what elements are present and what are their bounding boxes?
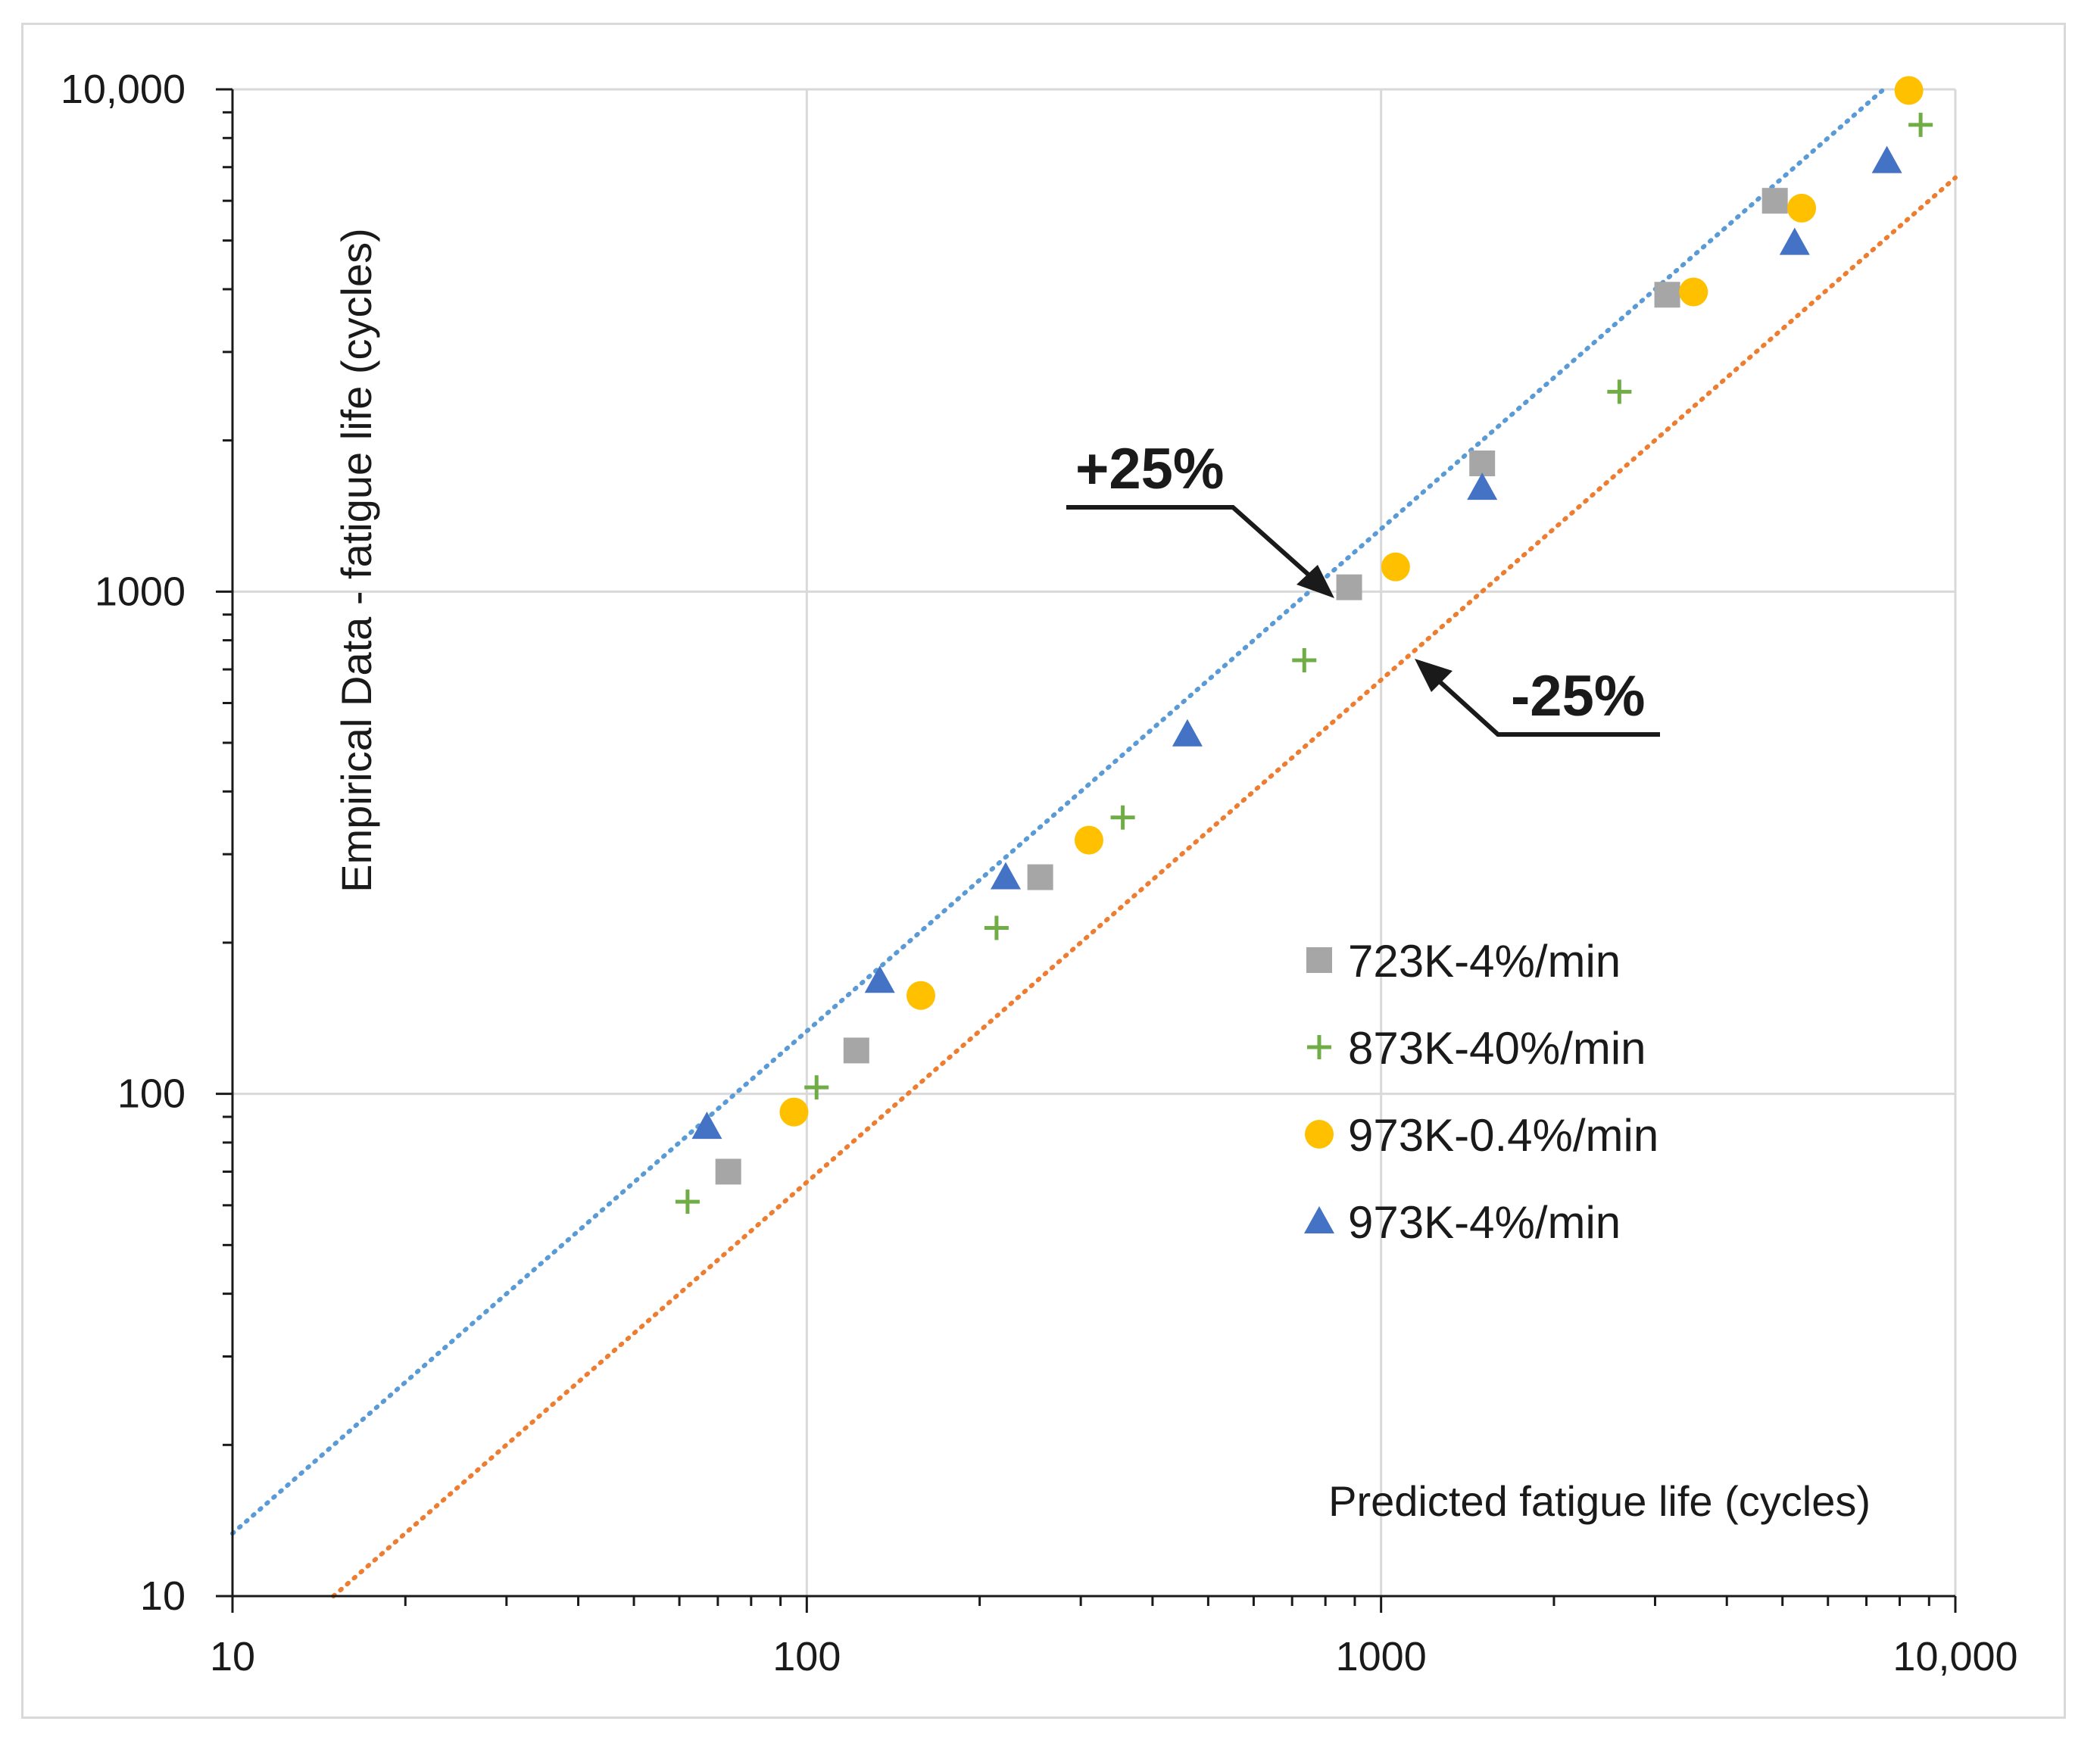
data-point-circle [906, 981, 935, 1010]
legend-marker-triangle [1304, 1206, 1334, 1233]
axes [231, 89, 1955, 1598]
minus-25-arrowhead [1415, 659, 1453, 692]
plus-25-arrowhead [1297, 565, 1334, 598]
legend-marker-plus [1307, 1035, 1331, 1059]
legend-marker-square [1306, 947, 1332, 973]
x-tick-label: 10,000 [1892, 1634, 2017, 1679]
data-point-square [1336, 574, 1362, 600]
x-axis-title: Predicted fatigue life (cycles) [1328, 1477, 1871, 1525]
data-point-triangle [1871, 145, 1902, 173]
plus-25-arrow-line [1066, 505, 1318, 584]
legend-label: 873K-40%/min [1348, 1023, 1646, 1074]
data-point-plus [984, 915, 1009, 940]
data-points [675, 76, 1933, 1214]
legend-marker-circle [1305, 1120, 1334, 1149]
legend-label: 723K-4%/min [1348, 936, 1621, 987]
data-point-circle [1074, 825, 1103, 855]
y-tick-label: 10 [140, 1573, 186, 1619]
data-point-square [843, 1037, 869, 1064]
data-point-square [715, 1158, 741, 1185]
data-point-square [1469, 451, 1496, 477]
data-point-triangle [1467, 472, 1498, 500]
data-point-plus [1110, 805, 1135, 830]
x-tick-label: 100 [772, 1634, 841, 1679]
data-point-square [1027, 864, 1053, 890]
tick-labels: 10 100 1000 10,000 10 100 1000 10,000 [61, 67, 2018, 1679]
data-point-plus [1908, 112, 1933, 137]
data-point-plus [804, 1075, 829, 1100]
data-point-plus [1607, 379, 1632, 404]
minus-25-label: -25% [1511, 664, 1645, 728]
data-point-circle [779, 1097, 809, 1127]
x-tick-label: 10 [210, 1634, 255, 1679]
minus-25-arrow-line [1431, 673, 1660, 737]
legend-label: 973K-4%/min [1348, 1197, 1621, 1248]
data-point-plus [675, 1190, 700, 1214]
data-point-circle [1381, 552, 1410, 582]
data-point-triangle [1779, 227, 1810, 255]
gridlines [232, 88, 1957, 1596]
plus-25-line [230, 87, 1886, 1536]
plus-25-label: +25% [1075, 437, 1225, 501]
data-point-circle [1894, 76, 1924, 105]
y-tick-label: 10,000 [61, 67, 186, 112]
data-point-plus [1292, 647, 1317, 672]
data-point-triangle [1172, 719, 1203, 747]
minus-25-annotation: -25% [1415, 659, 1660, 737]
y-tick-label: 100 [117, 1071, 186, 1117]
data-point-triangle [864, 965, 895, 993]
y-tick-label: 1000 [95, 569, 186, 614]
plus-25-annotation: +25% [1066, 437, 1334, 598]
data-point-triangle [990, 862, 1021, 890]
data-point-square [1761, 188, 1788, 214]
ticks [216, 88, 1957, 1613]
data-point-triangle [691, 1112, 722, 1140]
legend: 723K-4%/min 873K-40%/min 973K-0.4%/min 973K… [1304, 936, 1658, 1248]
data-point-circle [1787, 193, 1817, 223]
x-tick-label: 1000 [1336, 1634, 1427, 1679]
data-point-circle [1679, 277, 1708, 307]
legend-label: 973K-0.4%/min [1348, 1110, 1658, 1161]
y-axis-title: Empirical Data - fatigue life (cycles) [332, 228, 380, 893]
data-point-square [1654, 282, 1680, 308]
reference-lines [230, 87, 1958, 1598]
